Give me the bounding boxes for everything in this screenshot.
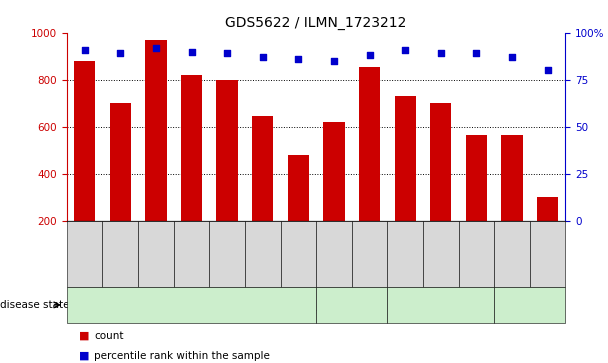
Point (116, 50, 125, 56)
Text: GSM1515755: GSM1515755 (401, 229, 410, 280)
Text: MDS
refractory ane
mia with: MDS refractory ane mia with (504, 295, 556, 315)
Bar (288, 155, 309, 221)
Text: GSM1515757: GSM1515757 (472, 229, 481, 280)
Text: GSM1515750: GSM1515750 (223, 229, 232, 280)
Bar (359, 67, 380, 221)
Bar (252, 117, 274, 221)
Text: GSM1515751: GSM1515751 (258, 229, 268, 280)
Point (294, 56, 303, 62)
Bar (181, 75, 202, 221)
Point (223, 50, 232, 56)
Text: GSM1515747: GSM1515747 (116, 229, 125, 280)
Point (258, 54, 268, 60)
Point (329, 58, 339, 64)
Text: GSM1515746: GSM1515746 (80, 229, 89, 280)
Point (436, 50, 446, 56)
Bar (74, 61, 95, 221)
Text: GSM1515756: GSM1515756 (437, 229, 445, 280)
Text: disease state: disease state (0, 300, 69, 310)
Point (80, 47, 89, 53)
Point (187, 49, 196, 54)
Text: GSM1515754: GSM1515754 (365, 229, 374, 280)
Text: GSM1515753: GSM1515753 (330, 229, 339, 280)
Text: count: count (94, 331, 124, 341)
Text: GSM1515752: GSM1515752 (294, 229, 303, 280)
Bar (430, 103, 452, 221)
Point (543, 68, 553, 73)
Bar (502, 135, 523, 221)
Text: GSM1515748: GSM1515748 (151, 229, 161, 280)
Text: MDS refractory anemia
with excess blasts-1: MDS refractory anemia with excess blasts… (399, 298, 483, 311)
Bar (109, 103, 131, 221)
Text: ■: ■ (79, 351, 89, 361)
Point (472, 50, 482, 56)
Point (151, 45, 161, 51)
Title: GDS5622 / ILMN_1723212: GDS5622 / ILMN_1723212 (226, 16, 407, 30)
Text: GSM1515759: GSM1515759 (543, 229, 552, 280)
Point (507, 54, 517, 60)
Point (400, 47, 410, 53)
Text: MDS refractory
cytopenia with
multilineage dysplasia: MDS refractory cytopenia with multilinea… (311, 295, 392, 315)
Text: GSM1515749: GSM1515749 (187, 229, 196, 280)
Bar (145, 40, 167, 221)
Text: control: control (179, 302, 204, 308)
Bar (395, 97, 416, 221)
Bar (216, 80, 238, 221)
Bar (537, 197, 558, 221)
Text: percentile rank within the sample: percentile rank within the sample (94, 351, 270, 361)
Bar (466, 135, 487, 221)
Point (365, 52, 375, 58)
Text: ■: ■ (79, 331, 89, 341)
Text: GSM1515758: GSM1515758 (508, 229, 517, 280)
Bar (323, 122, 345, 221)
